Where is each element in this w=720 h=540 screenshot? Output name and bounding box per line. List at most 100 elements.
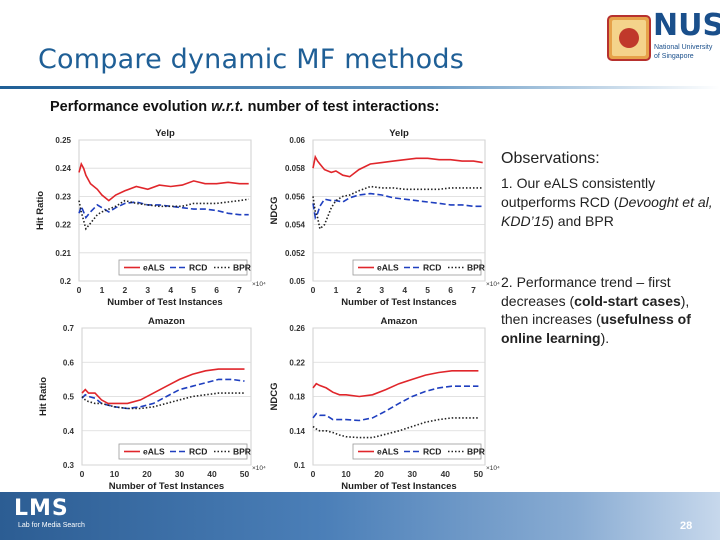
- legend-label-bpr: BPR: [467, 447, 485, 457]
- y-tick-label: 0.6: [63, 358, 75, 367]
- x-tick-label: 40: [207, 469, 217, 479]
- x-axis-label: Number of Test Instances: [107, 297, 222, 308]
- observation-1-citation: Devooght et al, KDD’15: [501, 193, 713, 229]
- series-line-eals: [78, 161, 249, 202]
- observation-2-bold-online: usefulness of online learning: [501, 311, 691, 347]
- x-tick-label: 30: [407, 469, 417, 479]
- x-tick-label: 4: [402, 285, 407, 295]
- nus-lion-logo: [607, 15, 651, 61]
- y-tick-label: 0.18: [289, 393, 305, 402]
- x-axis-label: Number of Test Instances: [341, 297, 456, 308]
- observation-2-prefix: 2. Performance trend – first decreases (: [501, 273, 671, 309]
- x-tick-label: 10: [110, 469, 120, 479]
- page-number: 28: [680, 520, 693, 532]
- x-multiplier: ×10⁴: [486, 465, 500, 472]
- y-tick-label: 0.054: [285, 221, 306, 230]
- y-tick-label: 0.23: [55, 192, 71, 201]
- series-line-bpr: [312, 185, 483, 231]
- lms-logo: LMS: [14, 496, 69, 521]
- y-tick-label: 0.24: [55, 164, 71, 173]
- y-tick-label: 0.26: [289, 324, 305, 333]
- y-tick-label: 0.05: [289, 277, 305, 286]
- footer-band: [0, 492, 720, 540]
- observation-1: 1. Our eALS consistently outperforms RCD…: [501, 174, 713, 231]
- subtitle-main: Performance evolution: [50, 99, 212, 115]
- x-tick-label: 20: [142, 469, 152, 479]
- series-line-eals: [81, 368, 245, 405]
- x-tick-label: 20: [374, 469, 384, 479]
- slide-subtitle: Performance evolution w.r.t. number of t…: [50, 99, 439, 115]
- y-tick-label: 0.06: [289, 136, 305, 145]
- x-tick-label: 5: [425, 285, 430, 295]
- observations-heading: Observations:: [501, 150, 600, 167]
- x-multiplier: ×10⁴: [252, 465, 266, 472]
- x-tick-label: 1: [334, 285, 339, 295]
- x-tick-label: 5: [191, 285, 196, 295]
- y-tick-label: 0.052: [285, 249, 306, 258]
- title-rule: [0, 86, 720, 89]
- chart-title: Yelp: [155, 128, 175, 139]
- observations-panel: Observations: 1. Our eALS consistently o…: [501, 150, 713, 348]
- chart-title: Amazon: [148, 316, 185, 327]
- y-axis-label: NDCG: [269, 197, 280, 225]
- y-tick-label: 0.14: [289, 427, 305, 436]
- y-tick-label: 0.4: [63, 427, 75, 436]
- y-tick-label: 0.21: [55, 249, 71, 258]
- x-tick-label: 50: [474, 469, 484, 479]
- legend-label-eals: eALS: [143, 263, 165, 273]
- x-axis-label: Number of Test Instances: [341, 481, 456, 492]
- nus-logo-subtitle-2: of Singapore: [654, 53, 694, 60]
- chart-panel-3: 0.3 0.4 0.5 0.6 0.7 0 10 20 30 40 50 Amazon Number o…: [38, 316, 266, 492]
- y-tick-label: 0.7: [63, 324, 75, 333]
- x-tick-label: 1: [100, 285, 105, 295]
- y-axis-label: Hit Ratio: [38, 377, 49, 416]
- series-line-rcd: [81, 378, 245, 410]
- y-axis-label: NDCG: [269, 383, 280, 411]
- series-line-eals: [312, 154, 483, 178]
- chart-panel-4: 0.1 0.14 0.18 0.22 0.26 0 10 20 30 40 50 Amazon Numb…: [269, 316, 500, 492]
- x-tick-label: 7: [471, 285, 476, 295]
- y-tick-label: 0.22: [289, 358, 305, 367]
- x-tick-label: 3: [145, 285, 150, 295]
- legend-label-eals: eALS: [377, 263, 399, 273]
- y-tick-label: 0.058: [285, 164, 306, 173]
- series-line-rcd: [312, 385, 479, 422]
- observation-1-prefix: 1. Our eALS consistently outperforms RCD…: [501, 175, 656, 210]
- observation-2-bold-cold-start: cold-start cases: [574, 292, 681, 309]
- y-axis-label: Hit Ratio: [35, 191, 46, 230]
- y-tick-label: 0.22: [55, 221, 71, 230]
- legend-label-rcd: RCD: [423, 263, 441, 273]
- x-tick-label: 40: [441, 469, 451, 479]
- chart-panel-2: 0.05 0.052 0.054 0.056 0.058 0.06 0 1 2 3 4 5 6 7 Yelp…: [269, 128, 500, 308]
- legend-label-bpr: BPR: [233, 447, 251, 457]
- subtitle-end: number of test interactions:: [243, 99, 440, 115]
- x-tick-label: 0: [80, 469, 85, 479]
- x-tick-label: 6: [214, 285, 219, 295]
- series-line-eals: [312, 369, 479, 398]
- y-tick-label: 0.056: [285, 192, 306, 201]
- y-tick-label: 0.5: [63, 393, 75, 402]
- legend-label-rcd: RCD: [423, 447, 441, 457]
- legend-label-eals: eALS: [377, 447, 399, 457]
- legend-label-rcd: RCD: [189, 447, 207, 457]
- legend-label-eals: eALS: [143, 447, 165, 457]
- x-tick-label: 0: [77, 285, 82, 295]
- x-axis-label: Number of Test Instances: [109, 481, 224, 492]
- x-tick-label: 0: [311, 285, 316, 295]
- nus-logo-text: NUS: [653, 8, 720, 43]
- y-tick-label: 0.25: [55, 136, 71, 145]
- slide-title: Compare dynamic MF methods: [38, 44, 465, 75]
- observation-1-suffix: ) and BPR: [549, 212, 614, 229]
- y-tick-label: 0.2: [60, 277, 72, 286]
- observation-2: 2. Performance trend – first decreases (…: [501, 273, 713, 349]
- x-tick-label: 2: [356, 285, 361, 295]
- observation-2-suffix: ).: [600, 330, 610, 347]
- x-tick-label: 10: [341, 469, 351, 479]
- x-tick-label: 7: [237, 285, 242, 295]
- x-tick-label: 6: [448, 285, 453, 295]
- x-tick-label: 50: [240, 469, 250, 479]
- x-tick-label: 2: [122, 285, 127, 295]
- chart-panel-1: 0.2 0.21 0.22 0.23 0.24 0.25 0 1 2 3 4 5 6 7 Yelp Numbe…: [35, 128, 266, 308]
- observation-2-mid: ), then increases (: [501, 292, 690, 328]
